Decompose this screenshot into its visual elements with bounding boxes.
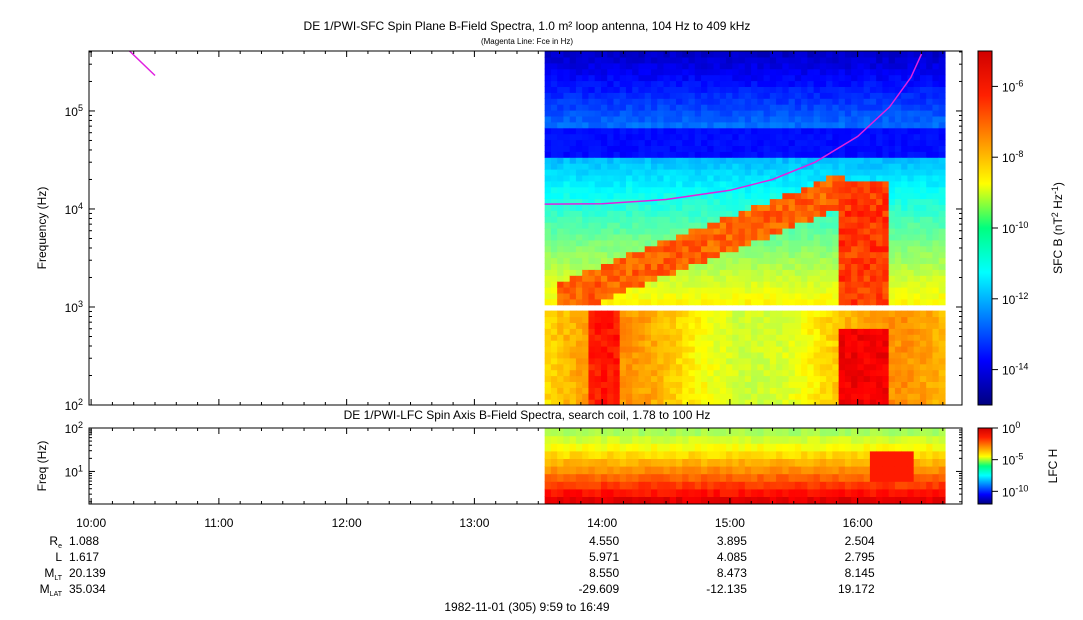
fce-line-segment-2 [544,53,923,205]
bottom-colorbar-tick-label-1: 10-5 [1002,452,1023,468]
ephemeris-value-2-1: 8.473 [717,566,747,580]
bottom-spectrogram [544,428,946,504]
ephemeris-first-value-3: 35.034 [69,582,106,596]
bottom-colorbar [977,427,993,505]
time-tick-label-3: 13:00 [459,516,489,530]
ephemeris-value-1-1: 4.085 [717,550,747,564]
time-tick-label-5: 15:00 [715,516,745,530]
ephemeris-first-value-2: 20.139 [69,566,106,580]
top-colorbar-tick-label-1: 10-8 [1002,149,1023,165]
top-colorbar-label: SFC B (nT2 Hz-1) [1050,182,1065,274]
top-colorbar-tick-label-3: 10-12 [1002,291,1028,307]
ephemeris-first-value-0: 1.088 [69,534,99,548]
time-axis-labels: 10:00 11:00 12:00 13:00 14:00 15:00 16:00 [76,516,873,530]
top-colorbar-tick-label-2: 10-10 [1002,220,1028,236]
ephemeris-value-3-1: -12.135 [706,582,747,596]
time-tick-label-6: 16:00 [843,516,873,530]
ephemeris-value-0-0: 4.550 [589,534,619,548]
ephemeris-label-1: L [55,550,62,564]
bottom-y-ticks: 101 102 [65,420,962,503]
ephemeris-value-3-0: -29.609 [578,582,619,596]
ephemeris-value-1-2: 2.795 [845,550,875,564]
bottom-plot-frame [88,427,963,505]
top-panel-subtitle: (Magenta Line: Fce in Hz) [481,37,573,46]
bottom-colorbar-tick-label-2: 10-10 [1002,483,1028,499]
top-spectrogram [544,51,946,405]
top-y-tick-label-3: 105 [65,103,83,119]
bottom-y-axis-label: Freq (Hz) [35,441,49,492]
top-y-tick-label-0: 102 [65,397,83,413]
ephemeris-value-0-1: 3.895 [717,534,747,548]
ephemeris-label-0: Re [49,534,62,550]
top-colorbar [977,50,993,406]
bottom-panel-title: DE 1/PWI-LFC Spin Axis B-Field Spectra, … [344,408,711,422]
time-tick-label-4: 14:00 [587,516,617,530]
fce-lines [128,51,923,205]
bottom-y-tick-label-1: 102 [65,420,83,436]
ephemeris-value-0-2: 2.504 [845,534,875,548]
time-tick-label-0: 10:00 [76,516,106,530]
top-colorbar-tick-label-4: 10-14 [1002,362,1028,378]
top-y-tick-label-2: 104 [65,201,83,217]
fce-line-segment-1 [128,51,156,77]
ephemeris-value-2-2: 8.145 [845,566,875,580]
time-tick-label-2: 12:00 [332,516,362,530]
top-x-ticks [90,51,944,405]
top-y-axis-label: Frequency (Hz) [35,187,49,270]
ephemeris-label-2: MLT [44,566,62,582]
bottom-colorbar-tick-label-0: 100 [1002,420,1020,436]
ephemeris-first-value-1: 1.617 [69,550,99,564]
time-tick-label-1: 11:00 [204,516,233,530]
top-y-tick-label-1: 103 [65,299,83,315]
bottom-y-tick-label-0: 101 [65,463,83,479]
ephemeris-value-3-2: 19.172 [838,582,875,596]
top-colorbar-tick-label-0: 10-6 [1002,78,1023,94]
top-panel-title: DE 1/PWI-SFC Spin Plane B-Field Spectra,… [304,19,751,33]
footer-date-range: 1982-11-01 (305) 9:59 to 16:49 [444,600,610,614]
top-y-ticks: 102 103 104 105 [65,51,962,413]
ephemeris-table: Re 1.088 4.550 3.895 2.504 L 1.617 5.971 4.085 2.… [40,534,875,598]
ephemeris-value-1-0: 5.971 [589,550,619,564]
bottom-colorbar-ticks: 100 10-5 10-10 [992,420,1028,499]
top-plot-frame [88,50,963,406]
bottom-colorbar-label: LFC H [1046,449,1060,484]
top-colorbar-ticks: 10-6 10-8 10-10 10-12 10-14 [992,78,1028,378]
ephemeris-value-2-0: 8.550 [589,566,619,580]
ephemeris-label-3: MLAT [40,582,63,598]
bottom-x-ticks [90,428,944,504]
